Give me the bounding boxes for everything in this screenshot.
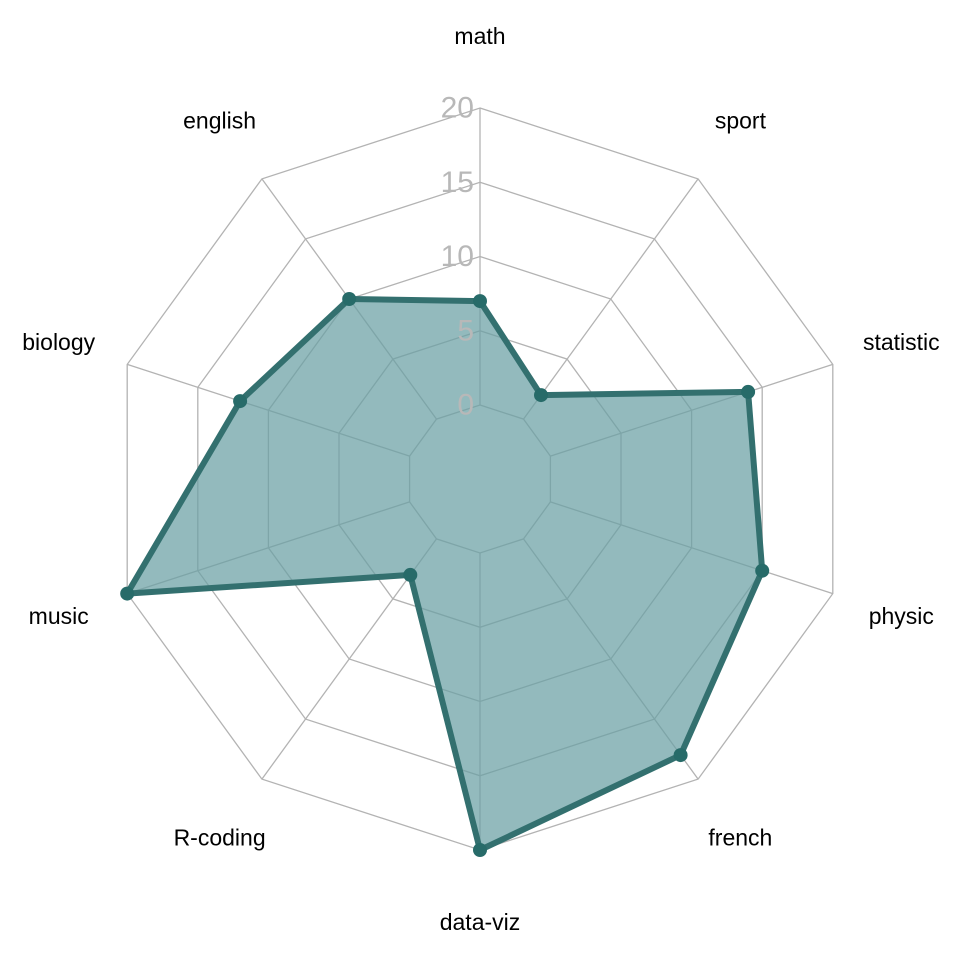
tick-label-1: 5: [457, 314, 474, 347]
axis-label-music: music: [29, 603, 89, 629]
axis-labels: math sport statistic physic french data-viz R-…: [22, 23, 939, 935]
tick-label-0: 0: [457, 389, 474, 422]
radial-tick-labels: 0 5 10 15 20: [441, 92, 474, 422]
axis-label-data-viz: data-viz: [440, 909, 521, 935]
axis-label-sport: sport: [715, 108, 767, 134]
axis-label-statistic: statistic: [863, 329, 940, 355]
data-point-english: [342, 292, 357, 306]
radar-series: [120, 292, 770, 857]
axis-label-english: english: [183, 108, 256, 134]
data-point-french: [673, 748, 688, 763]
data-point-data-viz: [473, 843, 487, 857]
data-point-statistic: [741, 384, 756, 399]
series-area-0: [124, 296, 766, 853]
axis-spoke-sport: [522, 178, 699, 420]
tick-label-3: 15: [441, 166, 474, 199]
data-point-music: [120, 586, 135, 601]
axis-label-biology: biology: [22, 329, 95, 355]
axis-label-R-coding: R-coding: [174, 824, 266, 850]
data-point-sport: [534, 388, 548, 403]
data-point-math: [473, 294, 487, 309]
data-point-R-coding: [403, 567, 418, 582]
tick-label-2: 10: [441, 240, 474, 273]
axis-label-french: french: [708, 824, 772, 850]
data-point-physic: [755, 563, 770, 578]
tick-label-4: 20: [441, 92, 474, 125]
axis-label-physic: physic: [869, 603, 934, 629]
axis-label-math: math: [454, 23, 505, 49]
data-point-biology: [233, 394, 248, 409]
